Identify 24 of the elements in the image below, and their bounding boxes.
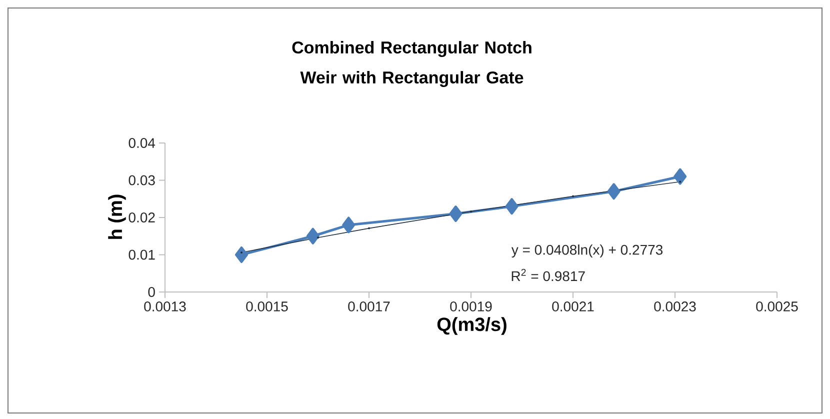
point	[342, 216, 356, 234]
y-tick-label: 0.01	[128, 250, 155, 260]
point	[235, 246, 248, 263]
y-tick-label: 0.02	[128, 212, 155, 222]
chart-title: Combined Rectangular Notch Weir with Rectangular Gate	[292, 41, 532, 87]
annotation: R$^{2}$ = 0.9817	[512, 268, 585, 282]
x-tick-label: 0.0015	[246, 302, 288, 312]
x-tick-label: 0.0025	[756, 302, 798, 312]
point	[306, 228, 320, 244]
point	[607, 183, 620, 200]
x-axis-title: Q(m3/s)	[437, 317, 506, 335]
y-tick-label: 0	[148, 287, 155, 297]
point	[449, 206, 462, 222]
x-tick-label: 0.0017	[348, 302, 390, 312]
point	[505, 198, 518, 215]
y-tick-label: 0.03	[128, 175, 155, 186]
x-tick-label: 0.0013	[144, 302, 186, 312]
y-tick-label: 0.04	[128, 138, 156, 148]
x-tick-label: 0.0021	[552, 302, 594, 312]
x-tick-label: 0.0019	[450, 302, 492, 312]
x-tick-label: 0.0023	[654, 302, 696, 312]
point	[674, 168, 687, 185]
y-axis-title: h (m)	[108, 194, 126, 239]
annotation: y = 0.0408ln(x) + 0.2773	[511, 244, 663, 258]
